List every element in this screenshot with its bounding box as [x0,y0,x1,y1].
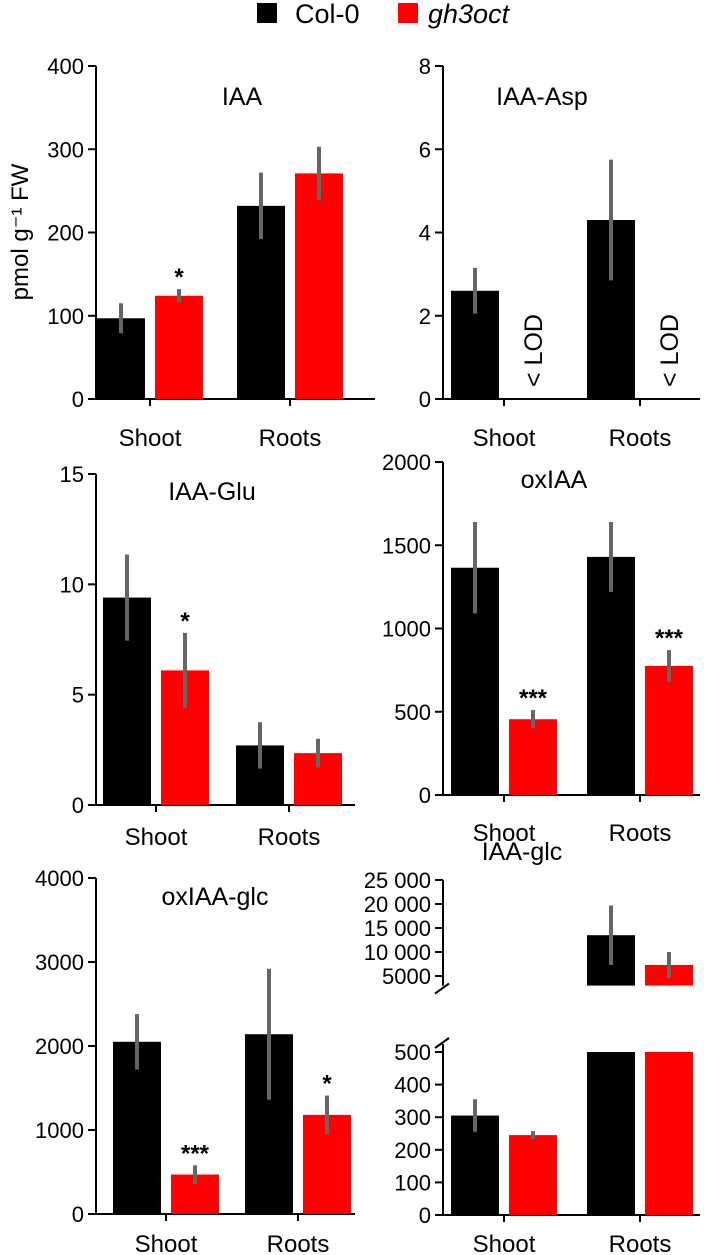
y-tick-label: 6 [419,137,431,162]
y-tick-label: 4000 [35,866,84,891]
y-tick-label: 200 [394,1138,431,1163]
x-tick-label-shoot: Shoot [473,820,536,847]
x-tick-label-shoot: Shoot [473,425,536,452]
significance-marker: *** [655,625,684,652]
y-tick-label: 1000 [382,617,431,642]
x-tick-label-shoot: Shoot [119,425,182,452]
y-tick-label: 1000 [35,1118,84,1143]
y-tick-label: 0 [419,387,431,412]
y-tick-label: 400 [47,54,84,79]
panel-iaa-asp: IAA-Asp 0 2 4 6 8 Shoot Roots < LOD < LOD [419,54,700,452]
bar-gh3oct-shoot [155,295,203,399]
significance-marker: * [322,1071,332,1098]
y-tick-label: 500 [394,700,431,725]
legend-label-col0: Col-0 [295,0,360,29]
x-tick-label-shoot: Shoot [473,1231,536,1255]
x-tick-label-shoot: Shoot [125,824,188,851]
legend-swatch-col0 [257,3,277,23]
bar-gh3oct-shoot [509,719,557,795]
y-tick-label: 0 [72,793,84,818]
panel-title-oxiaa-glc: oxIAA-glc [162,883,269,911]
y-tick-label: 100 [394,1170,431,1195]
y-tick-label: 300 [394,1105,431,1130]
x-tick-label-roots: Roots [267,1231,330,1255]
significance-marker: * [174,264,184,291]
y-tick-label: 2000 [382,450,431,475]
panel-title-iaa-glc: IAA-glc [482,838,563,866]
y-tick-label: 10 000 [364,940,431,965]
bar-gh3oct-roots [645,665,693,795]
panel-title-iaa: IAA [222,83,263,111]
y-tick-label: 400 [394,1073,431,1098]
y-axis-label: pmol g⁻¹ FW [7,163,34,300]
y-tick-label: 4 [419,221,431,246]
y-tick-label: 10 [60,572,84,597]
bar-col-0-shoot [451,1115,499,1215]
x-tick-label-roots: Roots [258,824,321,851]
y-tick-label: 3000 [35,950,84,975]
significance-marker: *** [519,685,548,712]
axis-break-mark [434,982,450,995]
x-tick-label-roots: Roots [259,425,322,452]
y-tick-label: 0 [72,1202,84,1227]
y-tick-label: 5 [72,683,84,708]
y-tick-label: 5000 [382,964,431,989]
panel-title-iaa-glu: IAA-Glu [168,478,256,506]
y-tick-label: 200 [47,221,84,246]
y-tick-label: 20 000 [364,892,431,917]
bar-col-0-roots [587,556,635,795]
legend-swatch-gh3oct [398,3,418,23]
bar-col-0-roots-lower [587,1052,635,1215]
y-tick-label: 15 [60,462,84,487]
y-tick-label: 15 000 [364,916,431,941]
y-tick-label: 1500 [382,533,431,558]
panel-oxiaa: oxIAA 0 500 1000 1500 2000 Shoot Roots *** *** [382,450,700,847]
y-tick-label: 300 [47,137,84,162]
annotation-lod: < LOD [520,314,548,387]
y-tick-label: 100 [47,304,84,329]
y-tick-label: 0 [419,1203,431,1228]
y-tick-label: 2 [419,304,431,329]
x-tick-label-shoot: Shoot [135,1231,198,1255]
panel-iaa-glu: IAA-Glu 0 5 10 15 Shoot Roots * [60,462,355,851]
y-tick-label: 8 [419,54,431,79]
x-tick-label-roots: Roots [609,820,672,847]
x-tick-label-roots: Roots [609,425,672,452]
bar-gh3oct-roots [295,173,343,399]
bar-col-0-shoot [113,1041,161,1214]
y-tick-label: 500 [394,1040,431,1065]
panel-title-iaa-asp: IAA-Asp [496,83,588,111]
bar-gh3oct-shoot [509,1135,557,1215]
y-tick-label: 25 000 [364,868,431,893]
axis-break-mark [434,1037,450,1049]
bar-gh3oct-roots-lower [645,1052,693,1215]
legend: Col-0 gh3oct [257,0,511,29]
annotation-lod: < LOD [656,314,684,387]
legend-label-gh3oct: gh3oct [428,0,511,29]
y-tick-label: 0 [419,783,431,808]
panel-title-oxiaa: oxIAA [521,466,588,494]
y-tick-label: 2000 [35,1034,84,1059]
significance-marker: *** [181,1140,210,1167]
y-tick-label: 0 [72,387,84,412]
significance-marker: * [180,608,190,635]
panel-iaa: IAA 0 100 200 300 400 Shoot Roots * [47,54,375,452]
x-tick-label-roots: Roots [609,1231,672,1255]
